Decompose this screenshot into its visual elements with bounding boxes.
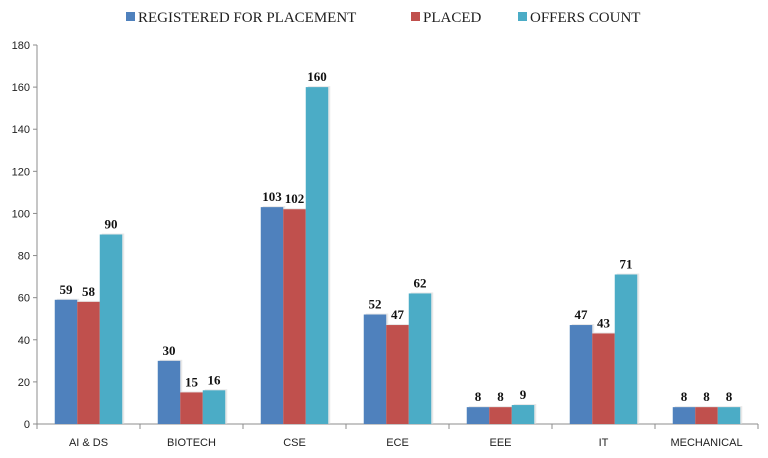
bar-3 xyxy=(717,407,741,424)
bar-3 xyxy=(408,293,432,424)
value-label: 8 xyxy=(681,389,688,404)
bar-2 xyxy=(592,333,615,424)
bar-3 xyxy=(305,87,329,424)
y-tick-label: 160 xyxy=(12,82,30,94)
x-tick-label: ECE xyxy=(386,437,409,449)
value-label: 58 xyxy=(82,284,96,299)
y-tick-label: 100 xyxy=(12,208,30,220)
value-label: 15 xyxy=(185,374,199,389)
bar-3 xyxy=(614,274,638,424)
bar-3 xyxy=(511,405,535,424)
bar-2 xyxy=(386,325,409,424)
bar-1 xyxy=(569,325,593,424)
x-axis: AI & DS BIOTECH CSE ECE EEE IT MECHANICAL xyxy=(36,423,759,449)
value-label: 8 xyxy=(497,389,504,404)
legend-label-3: OFFERS COUNT xyxy=(530,10,640,26)
value-label: 90 xyxy=(105,217,118,232)
value-label: 103 xyxy=(262,189,282,204)
y-tick-label: 20 xyxy=(18,377,30,389)
bar-3 xyxy=(202,390,226,424)
value-label: 8 xyxy=(475,389,482,404)
value-label: 59 xyxy=(60,282,74,297)
bar-1 xyxy=(157,360,181,424)
value-label: 71 xyxy=(620,257,633,272)
value-label: 30 xyxy=(163,343,176,358)
x-tick-label: IT xyxy=(599,437,609,449)
bars xyxy=(54,86,743,424)
value-label: 52 xyxy=(369,297,382,312)
bar-1 xyxy=(466,407,490,424)
value-label: 47 xyxy=(575,307,589,322)
bar-2 xyxy=(77,301,100,424)
y-tick-label: 60 xyxy=(18,293,30,305)
y-tick-label: 120 xyxy=(12,166,30,178)
bar-1 xyxy=(363,314,387,424)
legend-swatch-3 xyxy=(518,12,527,21)
bar-2 xyxy=(180,392,203,424)
y-tick-label: 140 xyxy=(12,124,30,136)
legend: REGISTERED FOR PLACEMENT PLACED OFFERS COU… xyxy=(126,10,640,26)
bar-2 xyxy=(489,407,512,424)
y-axis: 0 20 40 60 80 100 120 140 160 180 xyxy=(12,40,38,431)
bar-1 xyxy=(672,407,696,424)
legend-swatch-1 xyxy=(126,12,135,21)
y-tick-label: 0 xyxy=(24,419,30,431)
x-tick-label: BIOTECH xyxy=(167,437,216,449)
x-tick-label: AI & DS xyxy=(69,437,108,449)
value-label: 102 xyxy=(285,191,305,206)
bar-1 xyxy=(260,207,284,424)
value-label: 160 xyxy=(307,69,327,84)
y-tick-label: 40 xyxy=(18,335,30,347)
value-label: 8 xyxy=(703,389,710,404)
value-label: 43 xyxy=(597,315,611,330)
x-tick-label: MECHANICAL xyxy=(670,437,742,449)
y-tick-label: 180 xyxy=(12,40,30,52)
value-label: 9 xyxy=(520,387,527,402)
value-label: 16 xyxy=(208,372,222,387)
value-label: 62 xyxy=(414,275,427,290)
bar-2 xyxy=(695,407,718,424)
value-label: 47 xyxy=(391,307,405,322)
y-tick-label: 80 xyxy=(18,251,30,263)
x-tick-label: EEE xyxy=(489,437,511,449)
bar-3 xyxy=(99,234,123,424)
x-tick-label: CSE xyxy=(283,437,306,449)
legend-label-1: REGISTERED FOR PLACEMENT xyxy=(138,10,356,26)
legend-label-2: PLACED xyxy=(423,10,482,26)
bar-1 xyxy=(54,299,78,424)
bar-2 xyxy=(283,209,306,424)
value-label: 8 xyxy=(726,389,733,404)
legend-swatch-2 xyxy=(411,12,420,21)
